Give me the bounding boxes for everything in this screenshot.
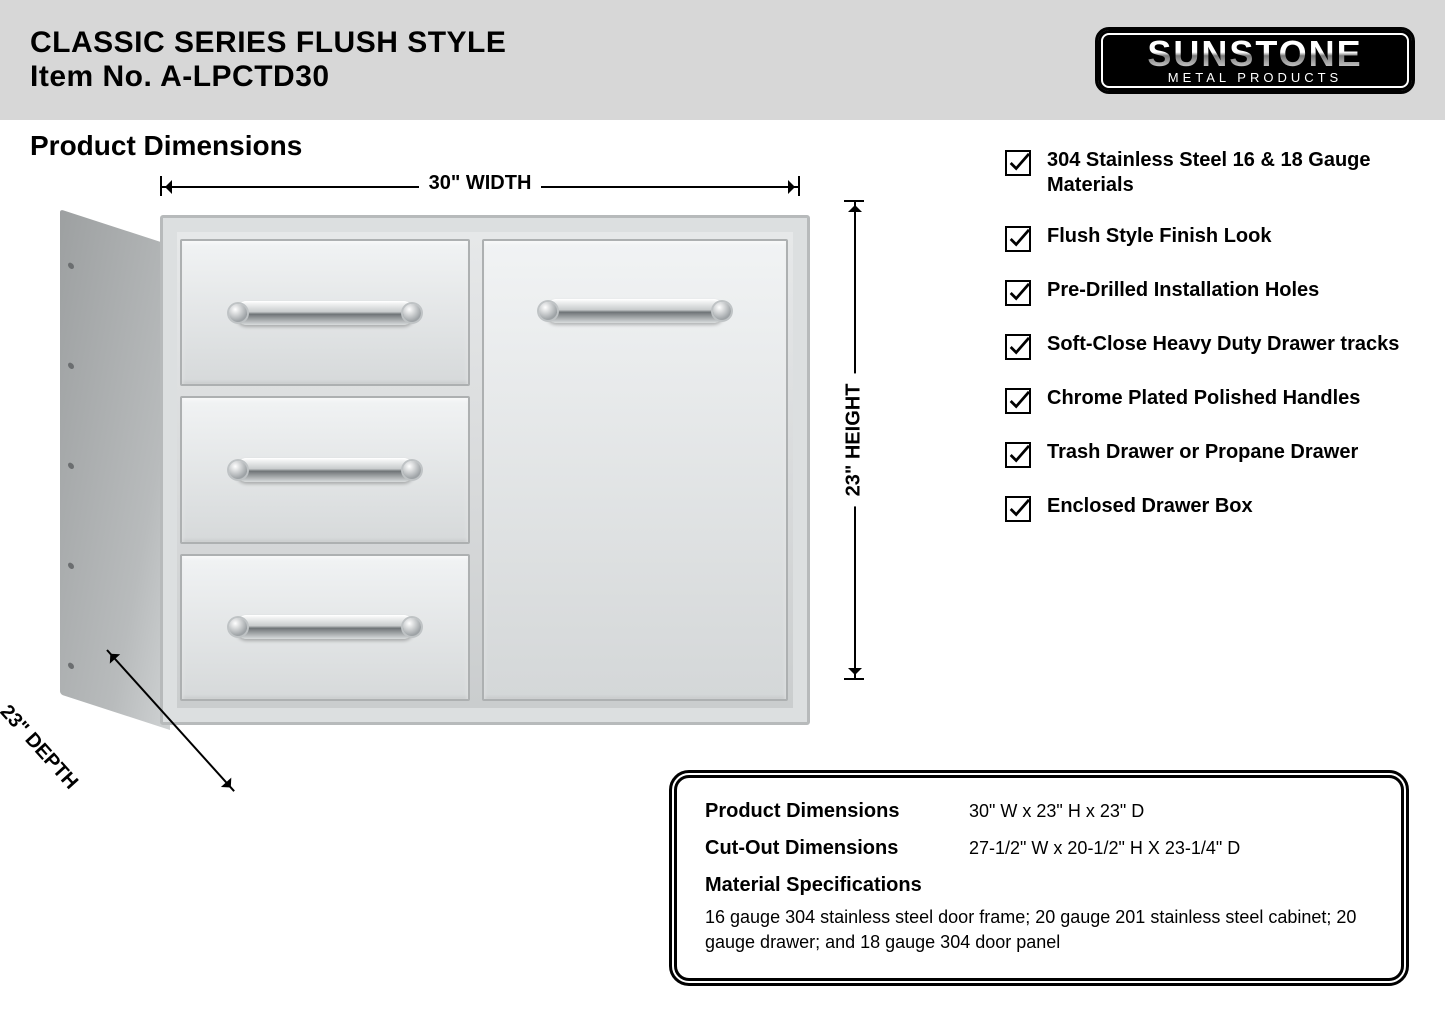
spec-label: Product Dimensions <box>705 800 945 823</box>
checkmark-icon <box>1005 150 1031 176</box>
header-bar: CLASSIC SERIES FLUSH STYLE Item No. A-LP… <box>0 0 1445 120</box>
spec-label: Cut-Out Dimensions <box>705 837 945 860</box>
feature-item: Soft-Close Heavy Duty Drawer tracks <box>1005 332 1405 360</box>
spec-box: Product Dimensions 30" W x 23" H x 23" D C… <box>669 770 1409 986</box>
feature-item: Trash Drawer or Propane Drawer <box>1005 440 1405 468</box>
spec-value: 30" W x 23" H x 23" D <box>969 801 1144 822</box>
dimension-width-label: 30" WIDTH <box>419 172 542 195</box>
feature-item: Enclosed Drawer Box <box>1005 494 1405 522</box>
checkmark-icon <box>1005 388 1031 414</box>
door-panel <box>482 239 788 701</box>
features-list: 304 Stainless Steel 16 & 18 Gauge Materi… <box>1005 148 1405 548</box>
checkmark-icon <box>1005 334 1031 360</box>
feature-text: Enclosed Drawer Box <box>1047 494 1253 519</box>
dimension-depth-label: 23" DEPTH <box>0 701 82 794</box>
feature-item: Pre-Drilled Installation Holes <box>1005 278 1405 306</box>
checkmark-icon <box>1005 442 1031 468</box>
feature-item: Flush Style Finish Look <box>1005 224 1405 252</box>
spec-row: Cut-Out Dimensions 27-1/2" W x 20-1/2" H … <box>705 837 1373 860</box>
drawer-1 <box>180 239 470 386</box>
dimension-width: 30" WIDTH <box>160 172 800 200</box>
dimension-height-label: 23" HEIGHT <box>843 374 866 507</box>
dimension-depth: 23" DEPTH <box>16 650 196 830</box>
handle-icon <box>235 615 415 639</box>
feature-item: 304 Stainless Steel 16 & 18 Gauge Materi… <box>1005 148 1405 198</box>
feature-text: Flush Style Finish Look <box>1047 224 1271 249</box>
feature-text: 304 Stainless Steel 16 & 18 Gauge Materi… <box>1047 148 1405 198</box>
material-spec-heading: Material Specifications <box>705 874 1373 897</box>
header-title: CLASSIC SERIES FLUSH STYLE <box>30 26 506 60</box>
feature-item: Chrome Plated Polished Handles <box>1005 386 1405 414</box>
handle-icon <box>235 458 415 482</box>
checkmark-icon <box>1005 280 1031 306</box>
feature-text: Soft-Close Heavy Duty Drawer tracks <box>1047 332 1399 357</box>
checkmark-icon <box>1005 496 1031 522</box>
dimension-height: 23" HEIGHT <box>840 200 868 680</box>
material-spec-body: 16 gauge 304 stainless steel door frame;… <box>705 905 1373 954</box>
checkmark-icon <box>1005 226 1031 252</box>
brand-logo: SUNSTONE METAL PRODUCTS <box>1095 27 1415 94</box>
spec-value: 27-1/2" W x 20-1/2" H X 23-1/4" D <box>969 838 1240 859</box>
handle-icon <box>545 299 725 323</box>
feature-text: Chrome Plated Polished Handles <box>1047 386 1360 411</box>
feature-text: Pre-Drilled Installation Holes <box>1047 278 1319 303</box>
logo-brand: SUNSTONE <box>1108 36 1402 72</box>
feature-text: Trash Drawer or Propane Drawer <box>1047 440 1358 465</box>
spec-row: Product Dimensions 30" W x 23" H x 23" D <box>705 800 1373 823</box>
drawer-column <box>180 239 470 701</box>
header-item-no: Item No. A-LPCTD30 <box>30 60 506 94</box>
drawer-3 <box>180 554 470 701</box>
handle-icon <box>235 301 415 325</box>
drawer-2 <box>180 396 470 543</box>
header-text: CLASSIC SERIES FLUSH STYLE Item No. A-LP… <box>30 26 506 94</box>
